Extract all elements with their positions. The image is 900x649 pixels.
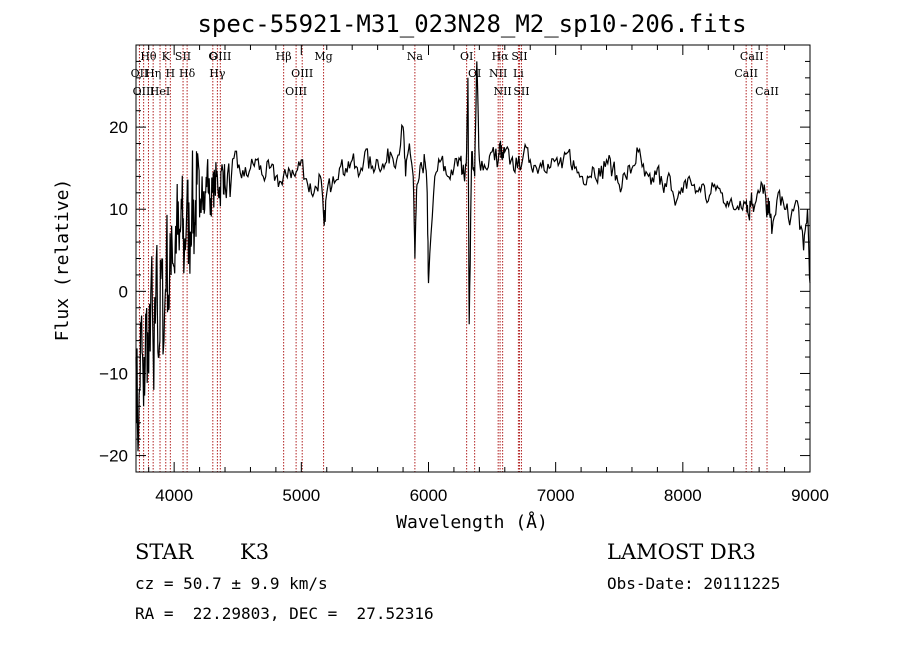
spectrum-series-line (135, 61, 811, 452)
emission-line-label: Hδ (179, 67, 196, 80)
emission-line-label: NII (493, 85, 511, 98)
emission-line-label: Hθ (140, 50, 157, 63)
x-tick-label: 4000 (155, 486, 193, 505)
x-tick-label: 7000 (537, 486, 575, 505)
emission-line-markers (138, 45, 768, 472)
emission-line-label: SII (175, 50, 191, 63)
emission-line-label: Mg (314, 50, 332, 63)
emission-line-label: CaII (734, 67, 758, 80)
object-subclass: K3 (240, 540, 269, 564)
y-tick-label: 10 (109, 200, 128, 219)
emission-line-label: Hα (492, 50, 510, 63)
x-tick-label: 6000 (410, 486, 448, 505)
emission-line-label: CaII (755, 85, 779, 98)
plot-frame (135, 44, 811, 473)
emission-line-label: Li (513, 67, 524, 80)
survey-name: LAMOST DR3 (607, 540, 756, 564)
emission-line-label: Hγ (209, 67, 226, 80)
x-tick-label: 9000 (791, 486, 829, 505)
ra-dec-coordinates: RA = 22.29803, DEC = 27.52316 (135, 604, 434, 623)
object-class: STAR (135, 540, 194, 564)
redshift-velocity: cz = 50.7 ± 9.9 km/s (135, 574, 328, 593)
y-axis-label: Flux (relative) (52, 179, 73, 342)
chart-title: spec-55921-M31_023N28_M2_sp10-206.fits (197, 10, 746, 38)
emission-line-label: OII (131, 67, 149, 80)
emission-line-label: OIII (291, 67, 313, 80)
emission-line-label: H (166, 67, 176, 80)
emission-line-label: Hβ (276, 50, 292, 63)
emission-line-label: G (208, 50, 217, 63)
emission-line-label: OI (468, 67, 481, 80)
emission-line-label: Hη (145, 67, 161, 80)
x-tick-label: 8000 (664, 486, 702, 505)
y-tick-label: 20 (109, 118, 128, 137)
emission-line-label: SII (513, 85, 529, 98)
emission-line-label: K (162, 50, 171, 63)
emission-line-label: HeI (150, 85, 170, 98)
emission-line-label: OI (460, 50, 473, 63)
emission-line-label: CaII (740, 50, 764, 63)
emission-line-label: NII (489, 67, 507, 80)
emission-line-label: OIII (285, 85, 307, 98)
x-tick-label: 5000 (282, 486, 320, 505)
emission-line-label: Na (407, 50, 424, 63)
observation-date: Obs-Date: 20111225 (607, 574, 780, 593)
y-axis-ticks: −20 −10 0 10 20 (99, 60, 810, 473)
y-tick-label: −20 (99, 447, 128, 466)
y-tick-label: 0 (119, 282, 128, 301)
emission-line-label: SII (511, 50, 527, 63)
emission-line-label: OIII (209, 50, 231, 63)
y-tick-label: −10 (99, 364, 128, 383)
x-axis-label: Wavelength (Å) (396, 511, 548, 533)
x-axis-ticks: 4000 5000 6000 7000 8000 9000 (148, 45, 829, 505)
